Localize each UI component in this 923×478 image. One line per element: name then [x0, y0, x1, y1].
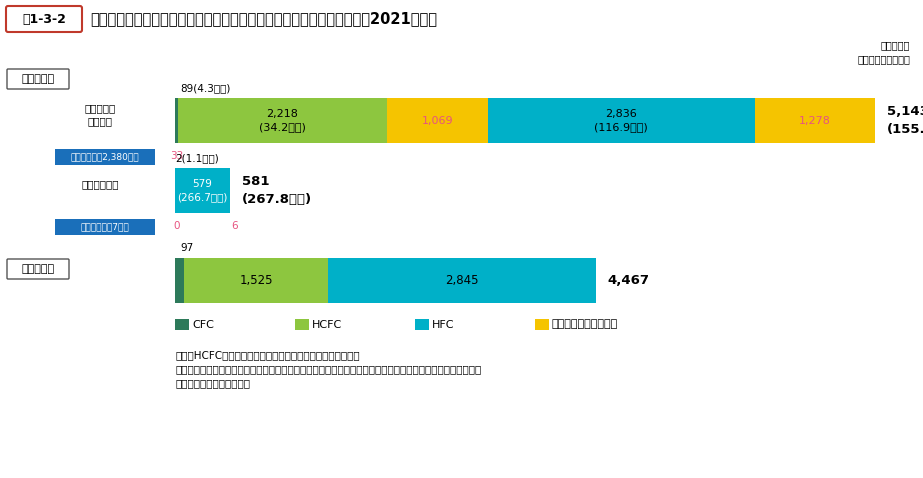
Text: 581
(267.8万台): 581 (267.8万台): [242, 175, 312, 206]
FancyBboxPatch shape: [7, 259, 69, 279]
FancyBboxPatch shape: [6, 6, 82, 32]
Text: 破壊した量: 破壊した量: [21, 264, 54, 274]
Bar: [387, 98, 487, 143]
Bar: [328, 258, 595, 303]
Text: カーエアコン: カーエアコン: [81, 180, 119, 189]
Text: 2,845: 2,845: [445, 274, 478, 287]
Text: 2,836
(116.9万台): 2,836 (116.9万台): [594, 109, 648, 132]
Bar: [487, 98, 755, 143]
Text: 1,278: 1,278: [799, 116, 831, 126]
Text: 2(1.1万台): 2(1.1万台): [175, 153, 219, 163]
Bar: [295, 319, 309, 330]
Text: HFC: HFC: [432, 319, 454, 329]
Text: 単位：トン
（）は回収した台数: 単位：トン （）は回収した台数: [857, 40, 910, 64]
Text: HCFC: HCFC: [312, 319, 342, 329]
Bar: [755, 98, 875, 143]
Bar: [55, 219, 155, 235]
Text: 図1-3-2: 図1-3-2: [22, 12, 66, 25]
Text: 5,143
(155.3万台): 5,143 (155.3万台): [887, 105, 923, 136]
Text: 6: 6: [232, 221, 238, 231]
Text: 1,525: 1,525: [239, 274, 272, 287]
Text: 資料：経済産業省、環境省: 資料：経済産業省、環境省: [175, 378, 250, 388]
Text: 回収した量: 回収した量: [21, 74, 54, 84]
Text: 再利用合計：2,380トン: 再利用合計：2,380トン: [71, 152, 139, 162]
Text: 注１：HCFCはカーエアコンの冷媒として用いられていない。: 注１：HCFCはカーエアコンの冷媒として用いられていない。: [175, 350, 360, 360]
Text: 1,069: 1,069: [422, 116, 453, 126]
Text: 4,467: 4,467: [607, 274, 650, 287]
FancyBboxPatch shape: [7, 69, 69, 89]
Text: 0: 0: [173, 221, 179, 231]
Text: 33: 33: [170, 151, 184, 161]
Bar: [175, 319, 189, 330]
Text: 97: 97: [180, 243, 193, 253]
Text: 2,218
(34.2万台): 2,218 (34.2万台): [259, 109, 306, 132]
Text: 579
(266.7万台): 579 (266.7万台): [177, 179, 228, 202]
Text: 再利用合計：7トン: 再利用合計：7トン: [80, 222, 129, 231]
Bar: [175, 98, 178, 143]
Text: 業務用冷凍
空調機器: 業務用冷凍 空調機器: [84, 103, 115, 126]
Bar: [55, 149, 155, 165]
Text: ２：破壊した量は、業務用冷凍空調機器及びカーエアコンから回収されたフロン類の合計の破壊量である。: ２：破壊した量は、業務用冷凍空調機器及びカーエアコンから回収されたフロン類の合計…: [175, 364, 481, 374]
Text: 業務用冷凍空調機器・カーエアコンからのフロン類の回収・破壊量等（2021年度）: 業務用冷凍空調機器・カーエアコンからのフロン類の回収・破壊量等（2021年度）: [90, 11, 437, 26]
Bar: [175, 168, 230, 213]
Text: うち再利用等された量: うち再利用等された量: [552, 319, 618, 329]
Bar: [535, 319, 549, 330]
Bar: [178, 98, 387, 143]
Text: CFC: CFC: [192, 319, 214, 329]
Bar: [415, 319, 429, 330]
Bar: [175, 258, 184, 303]
Bar: [184, 258, 328, 303]
Text: 89(4.3万台): 89(4.3万台): [180, 83, 231, 93]
